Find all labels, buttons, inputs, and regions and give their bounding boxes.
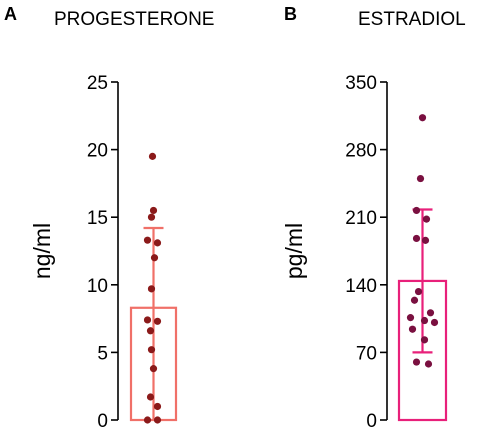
panel-b-data-point bbox=[418, 114, 427, 122]
panel-b-title: ESTRADIOL bbox=[358, 9, 466, 30]
panel-a-data-point bbox=[146, 327, 155, 335]
panel-b-data-point bbox=[426, 309, 435, 317]
panel-a-data-point bbox=[149, 206, 158, 215]
panel-a-data-point bbox=[148, 152, 157, 160]
panel-a: A PROGESTERONE ng/ml 0 5 10 15 20 25 bbox=[4, 4, 214, 431]
panel-a-letter: A bbox=[4, 4, 17, 24]
panel-a-y-tick-label: 5 bbox=[97, 343, 108, 364]
panel-a-data-point bbox=[143, 236, 152, 244]
panel-b-data-point bbox=[416, 174, 425, 183]
panel-b-data-point bbox=[420, 336, 429, 344]
panel-a-data-point bbox=[147, 346, 156, 354]
panel-b-plot: 0 70 140 210 280 350 bbox=[345, 73, 448, 431]
panel-b-letter: B bbox=[284, 4, 297, 24]
panel-a-data-point bbox=[147, 213, 156, 221]
panel-b-data-point bbox=[410, 296, 419, 304]
panel-a-y-tick-label: 25 bbox=[87, 73, 108, 94]
panel-a-data-point bbox=[153, 239, 162, 247]
panel-a-y-tick-label: 0 bbox=[97, 411, 108, 431]
panel-b-data-point bbox=[420, 316, 429, 325]
panel-a-data-point bbox=[143, 416, 152, 424]
panel-b-data-point bbox=[408, 325, 417, 333]
panel-b-y-tick-label: 0 bbox=[366, 411, 377, 431]
panel-a-y-tick-label: 10 bbox=[87, 276, 108, 297]
panel-b-y-tick-label: 350 bbox=[345, 73, 377, 94]
panel-b-y-tick-label: 210 bbox=[345, 208, 377, 229]
panel-a-data-point bbox=[149, 365, 158, 373]
panel-a-data-point bbox=[153, 402, 162, 411]
panel-b-data-point bbox=[412, 358, 421, 366]
panel-b-y-label: pg/ml bbox=[281, 223, 307, 279]
panel-a-y-label: ng/ml bbox=[29, 223, 55, 279]
panel-b-y-tick-label: 280 bbox=[345, 141, 377, 162]
panel-a-data-point bbox=[146, 393, 155, 401]
panel-b-data-point bbox=[414, 287, 423, 296]
panel-a-plot: 0 5 10 15 20 25 bbox=[87, 73, 178, 431]
panel-a-data-point bbox=[153, 317, 162, 325]
panel-a-title: PROGESTERONE bbox=[54, 9, 214, 30]
panel-b-data-point bbox=[406, 314, 415, 322]
panel-b-data-point bbox=[422, 215, 431, 223]
panel-b-data-point bbox=[412, 234, 421, 243]
panel-b-data-point bbox=[412, 206, 421, 215]
panel-a-y-tick-label: 20 bbox=[87, 141, 108, 162]
panel-a-y-tick-label: 15 bbox=[87, 208, 108, 229]
panel-a-data-point bbox=[143, 316, 152, 324]
panel-b-data-point bbox=[421, 236, 430, 244]
panel-a-data-point bbox=[147, 285, 156, 293]
panel-a-data-point bbox=[150, 254, 159, 262]
panel-b-data-point bbox=[424, 360, 433, 368]
panel-a-data-point bbox=[153, 416, 162, 424]
panel-b-y-tick-label: 140 bbox=[345, 276, 377, 297]
panel-b: B ESTRADIOL pg/ml 0 70 140 210 280 350 bbox=[281, 4, 466, 431]
panel-b-y-tick-label: 70 bbox=[356, 343, 377, 364]
panel-b-data-point bbox=[430, 318, 439, 327]
